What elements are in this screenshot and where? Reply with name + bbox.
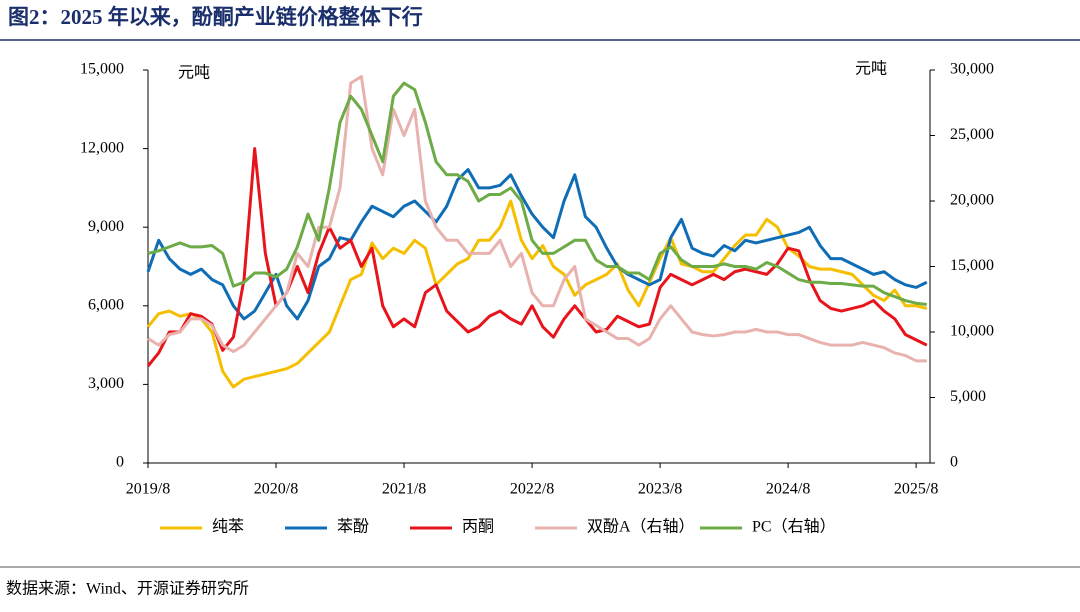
y2-tick-label: 15,000 — [950, 257, 994, 274]
y2-tick-label: 5,000 — [950, 388, 986, 405]
series-line — [147, 81, 927, 306]
legend-label: 纯苯 — [212, 518, 244, 536]
series-line — [146, 147, 928, 368]
y-tick-label: 9,000 — [88, 218, 124, 235]
y-tick-label: 3,000 — [88, 375, 124, 392]
x-tick-label: 2021/8 — [382, 481, 426, 498]
x-tick-label: 2025/8 — [894, 481, 938, 498]
y2-tick-label: 10,000 — [950, 323, 994, 340]
series-line — [147, 75, 927, 363]
x-tick-label: 2022/8 — [510, 481, 554, 498]
y-tick-label: 15,000 — [80, 61, 124, 78]
y2-tick-label: 25,000 — [950, 126, 994, 143]
y-tick-label: 6,000 — [88, 296, 124, 313]
y-tick-label: 12,000 — [80, 139, 124, 156]
x-tick-label: 2024/8 — [766, 481, 810, 498]
y2-tick-label: 20,000 — [950, 192, 994, 209]
y-axis-label: 元吨 — [178, 64, 210, 82]
legend-label: 苯酚 — [337, 518, 369, 536]
chart-title: 图2：2025 年以来，酚酮产业链价格整体下行 — [8, 5, 423, 29]
y-tick-label: 0 — [116, 454, 124, 471]
series-line — [146, 168, 928, 321]
legend-label: 丙酮 — [462, 519, 494, 536]
x-tick-label: 2019/8 — [126, 481, 170, 498]
legend-label: 双酚A（右轴） — [587, 518, 695, 536]
y2-axis-label: 元吨 — [855, 60, 887, 78]
legend-label: PC（右轴） — [752, 518, 836, 536]
source-note: 数据来源：Wind、开源证券研究所 — [6, 580, 249, 598]
series-line — [146, 199, 928, 389]
y2-tick-label: 30,000 — [950, 61, 994, 78]
y2-tick-label: 0 — [950, 454, 958, 471]
x-tick-label: 2020/8 — [254, 481, 298, 498]
x-tick-label: 2023/8 — [638, 481, 682, 498]
